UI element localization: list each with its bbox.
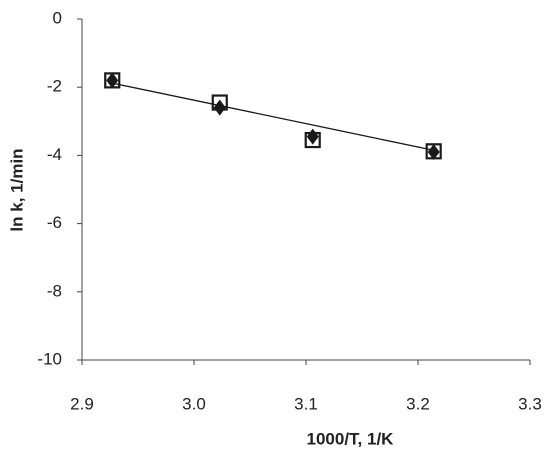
y-tick-label: -2 <box>47 77 62 96</box>
diamond-point <box>106 72 118 88</box>
x-axis-title: 1000/T, 1/K <box>307 429 395 448</box>
x-tick-label: 2.9 <box>70 394 94 413</box>
y-tick-label: -8 <box>47 281 62 300</box>
x-tick-label: 3.1 <box>294 394 318 413</box>
trendline <box>112 83 433 150</box>
y-axis-title: ln k, 1/min <box>7 148 26 231</box>
y-tick-label: -10 <box>37 349 62 368</box>
x-tick-label: 3.3 <box>518 394 542 413</box>
x-tick-label: 3.2 <box>406 394 430 413</box>
diamond-point <box>307 129 319 145</box>
y-tick-label: 0 <box>53 8 62 27</box>
y-tick-label: -4 <box>47 145 62 164</box>
diamond-point <box>214 100 226 116</box>
chart: 1000/T, 1/K ln k, 1/min 0 -2 -4 -6 -8 -10 2.9 3… <box>0 0 545 458</box>
x-tick-label: 3.0 <box>182 394 206 413</box>
y-tick-label: -6 <box>47 213 62 232</box>
